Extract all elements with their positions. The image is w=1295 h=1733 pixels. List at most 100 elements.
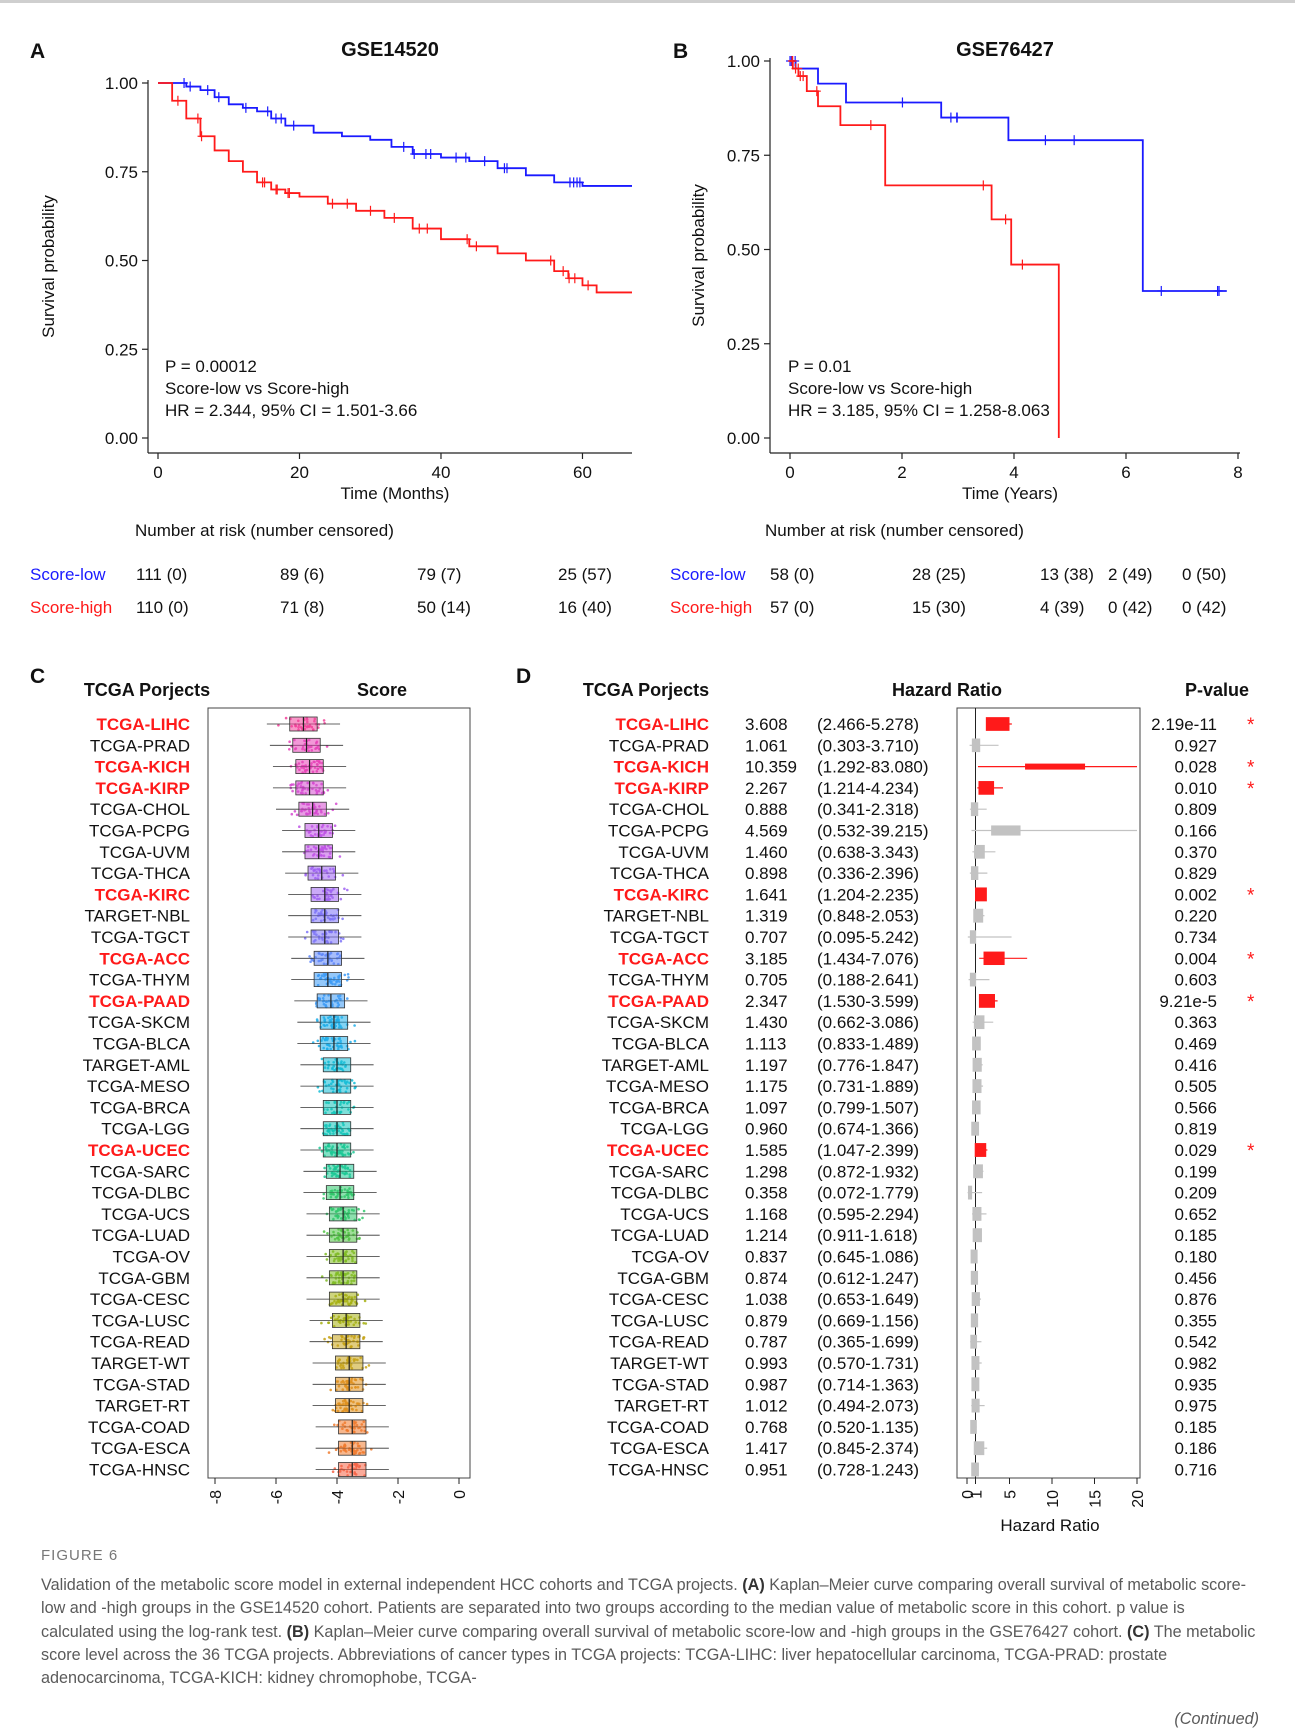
hazard-ratio: 0.951 — [745, 1461, 788, 1480]
x-tick-label: 0 — [452, 1490, 469, 1499]
hazard-ratio: 10.359 — [745, 758, 797, 777]
ci-text: (0.341-2.318) — [817, 800, 919, 819]
score-point — [322, 719, 326, 722]
x-axis-label: Time (Months) — [341, 484, 450, 503]
ci-text: (0.595-2.294) — [817, 1205, 919, 1224]
x-tick-label: 60 — [573, 463, 592, 482]
score-row — [266, 716, 341, 732]
score-point — [331, 1408, 335, 1412]
p-value: 0.566 — [1174, 1098, 1217, 1117]
score-point — [346, 997, 349, 1000]
score-point — [349, 1040, 352, 1044]
score-point — [334, 1448, 338, 1451]
hr-box — [970, 1249, 978, 1264]
hazard-ratio: 1.430 — [745, 1013, 788, 1032]
ci-text: (0.095-5.242) — [817, 928, 919, 947]
x-tick-label: 15 — [1088, 1490, 1105, 1508]
risk-row-name: Score-low — [30, 565, 106, 584]
ci-text: (2.466-5.278) — [817, 715, 919, 734]
project-label: TARGET-NBL — [604, 907, 709, 926]
score-row — [306, 1291, 380, 1307]
x-tick-label: 0 — [153, 463, 162, 482]
score-point — [352, 1150, 355, 1154]
ci-text: (1.292-83.080) — [817, 758, 929, 777]
score-point — [329, 1316, 333, 1320]
project-label: TCGA-KICH — [614, 758, 709, 777]
score-point — [322, 1230, 326, 1233]
project-label: TCGA-ACC — [618, 949, 709, 968]
ci-text: (0.714-1.363) — [817, 1375, 919, 1394]
project-label: TARGET-RT — [95, 1397, 190, 1416]
project-label: TCGA-COAD — [607, 1418, 709, 1437]
risk-value: 2 (49) — [1108, 565, 1152, 584]
p-value: 9.21e-5 — [1159, 992, 1217, 1011]
hazard-ratio: 1.641 — [745, 885, 788, 904]
score-point — [288, 748, 291, 751]
score-point — [365, 1402, 369, 1406]
score-point — [316, 1019, 319, 1023]
score-point — [320, 1150, 324, 1153]
score-row — [306, 1227, 380, 1243]
score-point — [323, 1175, 327, 1178]
score-point — [288, 740, 291, 743]
risk-value: 13 (38) — [1040, 565, 1094, 584]
hazard-ratio: 1.038 — [745, 1290, 788, 1309]
significance-marker: * — [1247, 715, 1255, 736]
p-value: 0.028 — [1174, 758, 1217, 777]
ci-text: (0.662-3.086) — [817, 1013, 919, 1032]
y-tick-label: 0.25 — [727, 335, 760, 354]
km-curve-score-high — [158, 82, 632, 294]
score-point — [322, 1197, 325, 1200]
score-point — [367, 1364, 371, 1367]
score-row — [303, 1163, 377, 1179]
x-tick-label: 20 — [1130, 1490, 1147, 1508]
hr-box — [970, 1270, 979, 1285]
ci-text: (0.570-1.731) — [817, 1354, 919, 1373]
score-point — [295, 813, 299, 817]
hr-box — [1025, 763, 1086, 770]
score-point — [347, 976, 350, 979]
p-value: 2.19e-11 — [1151, 715, 1217, 734]
hr-box — [973, 1441, 985, 1456]
project-label: TCGA-GBM — [98, 1269, 190, 1288]
caption-tag-a: (A) — [742, 1576, 765, 1594]
score-point — [303, 937, 307, 940]
project-label: TCGA-SARC — [90, 1162, 190, 1181]
risk-row-name: Score-low — [670, 565, 746, 584]
score-point — [320, 1275, 324, 1278]
project-label: TARGET-WT — [91, 1354, 190, 1373]
project-label: TCGA-LIHC — [616, 715, 709, 734]
p-value: 0.876 — [1174, 1290, 1217, 1309]
ci-text: (0.728-1.243) — [817, 1461, 919, 1480]
project-label: TCGA-UCS — [620, 1205, 709, 1224]
score-point — [343, 887, 346, 891]
ci-text: (0.188-2.641) — [817, 971, 919, 990]
significance-marker: * — [1247, 885, 1255, 906]
hr-box — [970, 1313, 979, 1328]
score-row — [288, 887, 362, 902]
project-label: TCGA-PAAD — [89, 992, 190, 1011]
score-point — [350, 1079, 354, 1082]
project-label: TCGA-TGCT — [610, 928, 709, 947]
ci-text: (0.520-1.135) — [817, 1418, 919, 1437]
significance-marker: * — [1247, 992, 1255, 1013]
caption-label: FIGURE 6 — [41, 1547, 119, 1564]
p-value: 0.370 — [1174, 843, 1217, 862]
hr-box — [967, 1185, 973, 1200]
ci-text: (0.848-2.053) — [817, 907, 919, 926]
hazard-ratio: 1.417 — [745, 1439, 788, 1458]
score-row — [303, 1185, 377, 1200]
hr-box — [972, 1057, 982, 1072]
score-point — [343, 973, 347, 977]
score-point — [325, 1258, 329, 1261]
project-label: TCGA-MESO — [606, 1077, 709, 1096]
score-point — [324, 1252, 328, 1256]
hr-box — [975, 887, 987, 902]
hazard-ratio: 1.175 — [745, 1077, 788, 1096]
project-label: TCGA-OV — [113, 1248, 191, 1267]
x-tick-label: -8 — [208, 1490, 225, 1504]
score-row — [309, 1334, 383, 1350]
p-value: 0.819 — [1174, 1120, 1217, 1139]
score-row — [306, 1206, 380, 1222]
project-label: TCGA-ESCA — [610, 1439, 710, 1458]
